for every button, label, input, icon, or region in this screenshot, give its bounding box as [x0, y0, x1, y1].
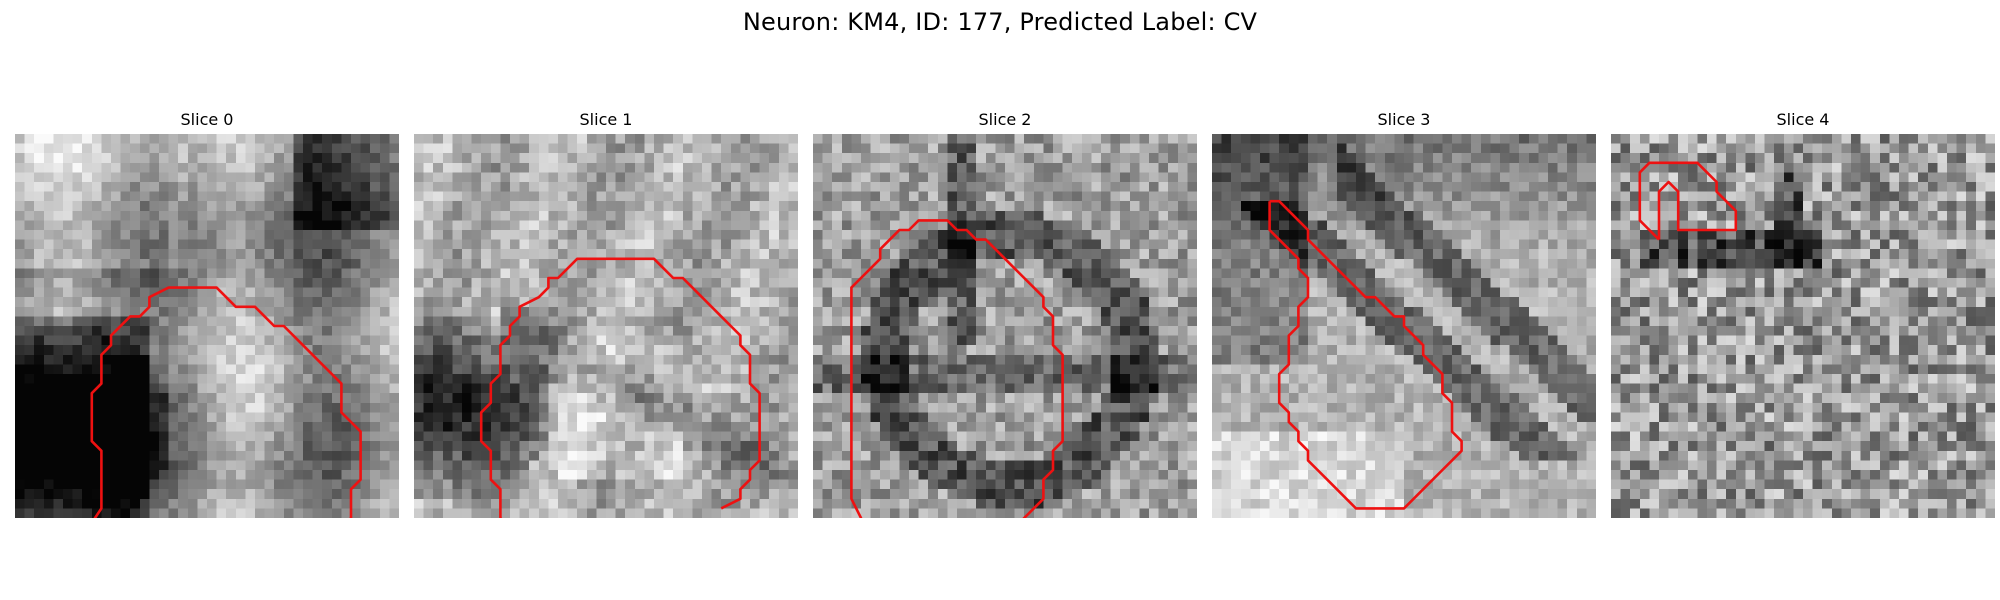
slice-4-pixels — [1611, 134, 1995, 518]
slice-0-title: Slice 0 — [180, 110, 234, 129]
slice-1-pixels — [414, 134, 798, 518]
slice-3-title: Slice 3 — [1377, 110, 1431, 129]
slice-0-pixels — [15, 134, 399, 518]
slice-2-contour — [850, 219, 1064, 518]
slice-1-contour — [479, 257, 761, 518]
slice-2-image — [813, 134, 1197, 518]
slice-1-title: Slice 1 — [579, 110, 633, 129]
slice-2-title: Slice 2 — [978, 110, 1032, 129]
slice-1-image — [414, 134, 798, 518]
figure-title: Neuron: KM4, ID: 177, Predicted Label: C… — [742, 8, 1258, 36]
slice-3-image — [1212, 134, 1596, 518]
slice-0-image — [15, 134, 399, 518]
slice-0-contour — [90, 286, 362, 518]
slice-3-pixels — [1212, 134, 1596, 518]
slice-2-pixels — [813, 134, 1197, 518]
slice-4-title: Slice 4 — [1776, 110, 1830, 129]
slice-4-image — [1611, 134, 1995, 518]
slice-3-contour — [1268, 199, 1463, 510]
slice-4-contour — [1638, 161, 1738, 241]
